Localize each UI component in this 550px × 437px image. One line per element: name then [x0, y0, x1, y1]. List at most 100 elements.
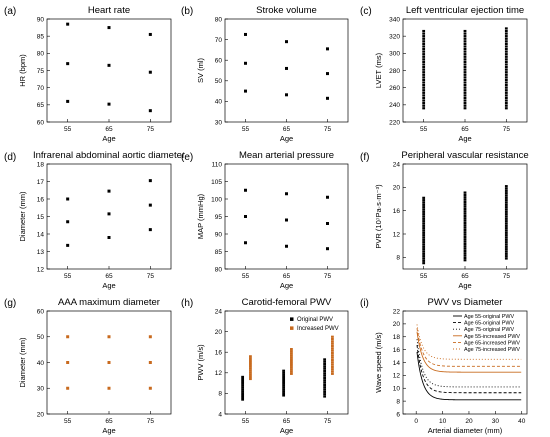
data-point [249, 373, 252, 376]
data-point [504, 217, 508, 220]
panel-title: Peripheral vascular resistance [401, 150, 528, 161]
data-point [323, 381, 327, 384]
data-point [241, 384, 245, 387]
data-point [422, 227, 426, 230]
x-tick-label: 75 [324, 418, 332, 425]
y-tick-label: 12 [393, 231, 401, 238]
x-tick-label: 65 [283, 273, 291, 280]
x-axis-label: Age [280, 426, 293, 435]
data-point [463, 210, 467, 213]
data-point [504, 83, 508, 87]
data-point [463, 47, 467, 51]
x-axis-label: Age [102, 134, 115, 143]
data-point [504, 185, 508, 188]
data-point [323, 383, 327, 387]
data-point [282, 394, 286, 397]
data-point [463, 81, 467, 84]
data-point [249, 363, 252, 366]
y-tick-label: 50 [37, 334, 45, 341]
series-line [416, 328, 522, 367]
data-point [463, 37, 467, 40]
data-point [463, 221, 467, 225]
data-point [249, 371, 252, 374]
panel-title: AAA maximum diameter [58, 297, 160, 308]
data-point [463, 32, 467, 35]
data-point [331, 368, 334, 371]
data-point [504, 241, 508, 244]
data-point [282, 388, 286, 391]
data-point [323, 372, 327, 375]
panel-a: (a) Heart rate 55 65 75 60 65 70 75 80 85 90 Age HR (… [4, 5, 172, 143]
x-tick-label: 30 [492, 418, 500, 425]
data-point [504, 102, 508, 105]
data-point [422, 215, 426, 218]
data-point [463, 226, 467, 229]
data-point [463, 245, 467, 248]
data-point [244, 89, 247, 93]
legend-swatch [290, 317, 294, 321]
data-point [331, 335, 334, 338]
y-tick-label: 10 [393, 386, 401, 393]
data-point [463, 65, 467, 69]
data-point [422, 91, 426, 94]
data-point [504, 45, 508, 48]
data-point [422, 262, 426, 265]
data-point [463, 83, 467, 87]
y-tick-label: 65 [37, 102, 45, 109]
y-tick-label: 16 [215, 350, 223, 357]
data-point [331, 354, 334, 357]
data-point [422, 208, 426, 211]
x-tick-label: 75 [503, 126, 511, 133]
data-point [326, 47, 329, 51]
y-tick-label: 16 [37, 196, 45, 203]
data-point [241, 390, 245, 393]
data-point [463, 214, 467, 218]
data-point [282, 390, 286, 393]
data-point [331, 370, 334, 373]
data-point [282, 375, 286, 379]
legend-label: Age 55-increased PWV [464, 334, 520, 340]
data-point [504, 203, 508, 206]
data-point [504, 199, 508, 202]
data-point [422, 229, 426, 232]
y-tick-label: 320 [389, 33, 400, 40]
data-point [422, 37, 426, 40]
data-point [244, 32, 247, 36]
y-tick-label: 60 [37, 308, 45, 315]
x-tick-label: 55 [64, 418, 72, 425]
x-axis-label: Age [458, 134, 471, 143]
data-point [504, 96, 508, 100]
legend-label: Original PWV [297, 317, 333, 323]
y-tick-label: 280 [389, 68, 400, 75]
data-point [463, 203, 467, 206]
data-point [323, 365, 327, 368]
data-point [504, 236, 508, 239]
y-tick-label: 60 [37, 119, 45, 126]
data-point [504, 58, 508, 61]
data-point [504, 73, 508, 76]
data-point [323, 369, 327, 373]
data-point [422, 203, 426, 206]
y-tick-label: 340 [389, 16, 400, 23]
data-point [463, 42, 467, 45]
y-tick-label: 50 [215, 78, 223, 85]
data-point [249, 369, 252, 372]
data-point [463, 45, 467, 48]
data-point [504, 257, 508, 260]
x-tick-label: 75 [147, 126, 155, 133]
y-tick-label: 30 [215, 119, 223, 126]
data-point [463, 68, 467, 71]
data-point [326, 72, 329, 76]
x-tick-label: 55 [242, 418, 250, 425]
data-point [244, 188, 247, 192]
data-point [504, 187, 508, 190]
data-point [463, 242, 467, 246]
y-tick-label: 6 [396, 411, 400, 418]
y-axis-label: SV (ml) [196, 58, 205, 84]
data-point [504, 27, 508, 30]
data-point [422, 107, 426, 110]
y-tick-label: 80 [37, 51, 45, 58]
data-point [331, 363, 334, 366]
y-tick-label: 20 [393, 185, 401, 192]
legend-swatch [290, 326, 294, 330]
